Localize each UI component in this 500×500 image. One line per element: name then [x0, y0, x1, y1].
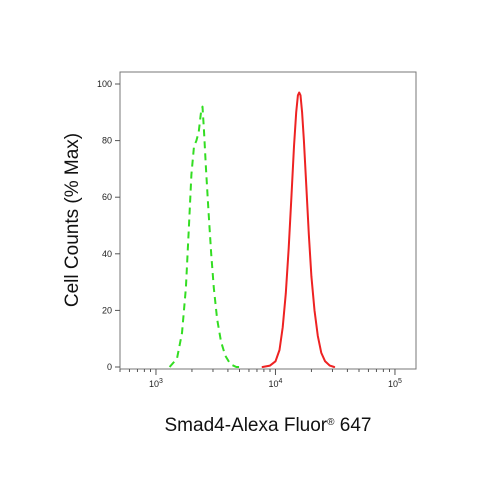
- series-layer: [168, 91, 336, 368]
- y-axis: 0 20 40 60 80 100: [97, 79, 120, 372]
- registered-mark: ®: [327, 417, 335, 428]
- plot-frame: [119, 71, 417, 370]
- y-tick-label: 40: [102, 249, 112, 259]
- x-axis: 103 104 105: [119, 369, 402, 389]
- series-line-2: [261, 91, 336, 368]
- x-tick-label: 103: [149, 378, 163, 389]
- y-tick-label: 20: [102, 305, 112, 315]
- y-tick-label: 80: [102, 136, 112, 146]
- x-tick-label: 104: [269, 378, 283, 389]
- y-tick-label: 0: [107, 362, 112, 372]
- series-line-1: [168, 105, 242, 368]
- x-tick-label: 105: [388, 378, 402, 389]
- y-tick-label: 60: [102, 192, 112, 202]
- x-axis-title: Smad4-Alexa Fluor® 647: [165, 415, 372, 436]
- y-axis-title: Cell Counts (% Max): [62, 133, 83, 307]
- y-tick-label: 100: [97, 79, 112, 89]
